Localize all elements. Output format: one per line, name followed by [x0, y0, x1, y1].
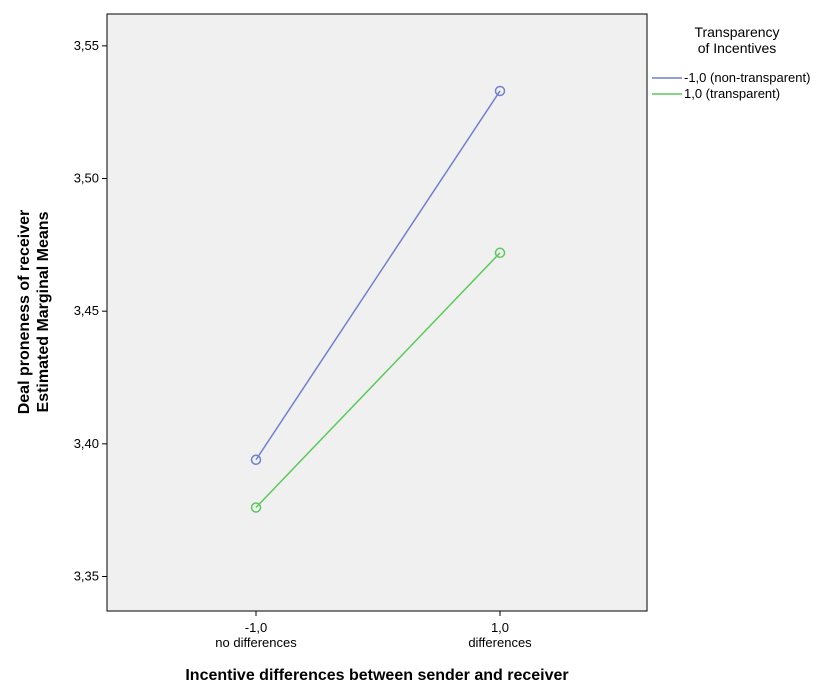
y-axis: 3,35 3,40 3,45 3,50 3,55	[74, 38, 107, 584]
series-2	[250, 247, 506, 513]
y-tick-label: 3,45	[74, 303, 99, 318]
legend-title-line-2: of Incentives	[698, 40, 777, 56]
x-tick-value: -1,0	[245, 620, 267, 635]
x-axis-title: Incentive differences between sender and…	[185, 667, 568, 684]
y-axis-title-line-2: Estimated Marginal Means	[35, 211, 52, 412]
legend-item-label: 1,0 (transparent)	[684, 86, 780, 101]
legend-items: -1,0 (non-transparent)1,0 (transparent)	[652, 70, 810, 101]
series-1	[250, 85, 506, 466]
x-tick-label: no differences	[215, 635, 297, 650]
y-tick-label: 3,55	[74, 38, 99, 53]
y-axis-title-line-1: Deal proneness of receiver	[16, 210, 33, 415]
legend-item-label: -1,0 (non-transparent)	[684, 70, 810, 85]
data-point	[494, 247, 506, 259]
series-line	[255, 90, 501, 461]
data-point	[250, 454, 262, 466]
data-point	[494, 85, 506, 97]
y-tick-label: 3,40	[74, 436, 99, 451]
legend: Transparency of Incentives -1,0 (non-tra…	[652, 24, 810, 101]
series-line	[255, 252, 501, 509]
data-point	[250, 502, 262, 513]
y-tick-label: 3,35	[74, 569, 99, 584]
series-layer	[250, 85, 506, 513]
x-tick-value: 1,0	[491, 620, 509, 635]
y-tick-label: 3,50	[74, 171, 99, 186]
plot-area	[106, 13, 648, 612]
x-tick-label: differences	[468, 635, 532, 650]
legend-title-line-1: Transparency	[694, 24, 779, 40]
